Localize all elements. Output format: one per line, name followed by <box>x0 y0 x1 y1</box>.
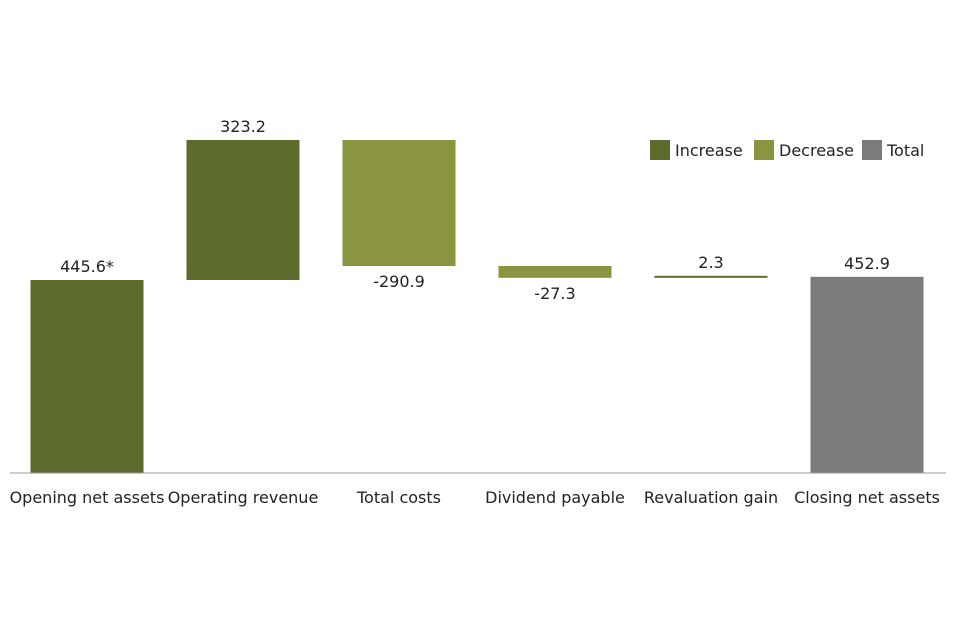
bar-0 <box>30 279 144 473</box>
bar-2 <box>342 140 456 267</box>
data-label-4: 2.3 <box>698 253 723 272</box>
data-label-0: 445.6* <box>60 257 114 276</box>
category-label-0: Opening net assets <box>10 488 165 507</box>
legend-swatch-total <box>862 140 882 160</box>
legend-label-total: Total <box>886 141 924 160</box>
category-label-2: Total costs <box>356 488 441 507</box>
category-label-1: Operating revenue <box>168 488 319 507</box>
category-label-4: Revaluation gain <box>644 488 778 507</box>
legend-label-decrease: Decrease <box>779 141 854 160</box>
data-label-3: -27.3 <box>534 284 575 303</box>
category-label-3: Dividend payable <box>485 488 625 507</box>
bar-3 <box>498 266 612 278</box>
bar-5 <box>810 276 924 473</box>
data-label-2: -290.9 <box>373 272 425 291</box>
data-label-1: 323.2 <box>220 117 266 136</box>
data-label-5: 452.9 <box>844 254 890 273</box>
bar-4 <box>654 275 768 278</box>
category-label-5: Closing net assets <box>794 488 940 507</box>
legend-swatch-increase <box>650 140 670 160</box>
bar-1 <box>186 140 300 280</box>
legend-label-increase: Increase <box>675 141 743 160</box>
legend-swatch-decrease <box>754 140 774 160</box>
